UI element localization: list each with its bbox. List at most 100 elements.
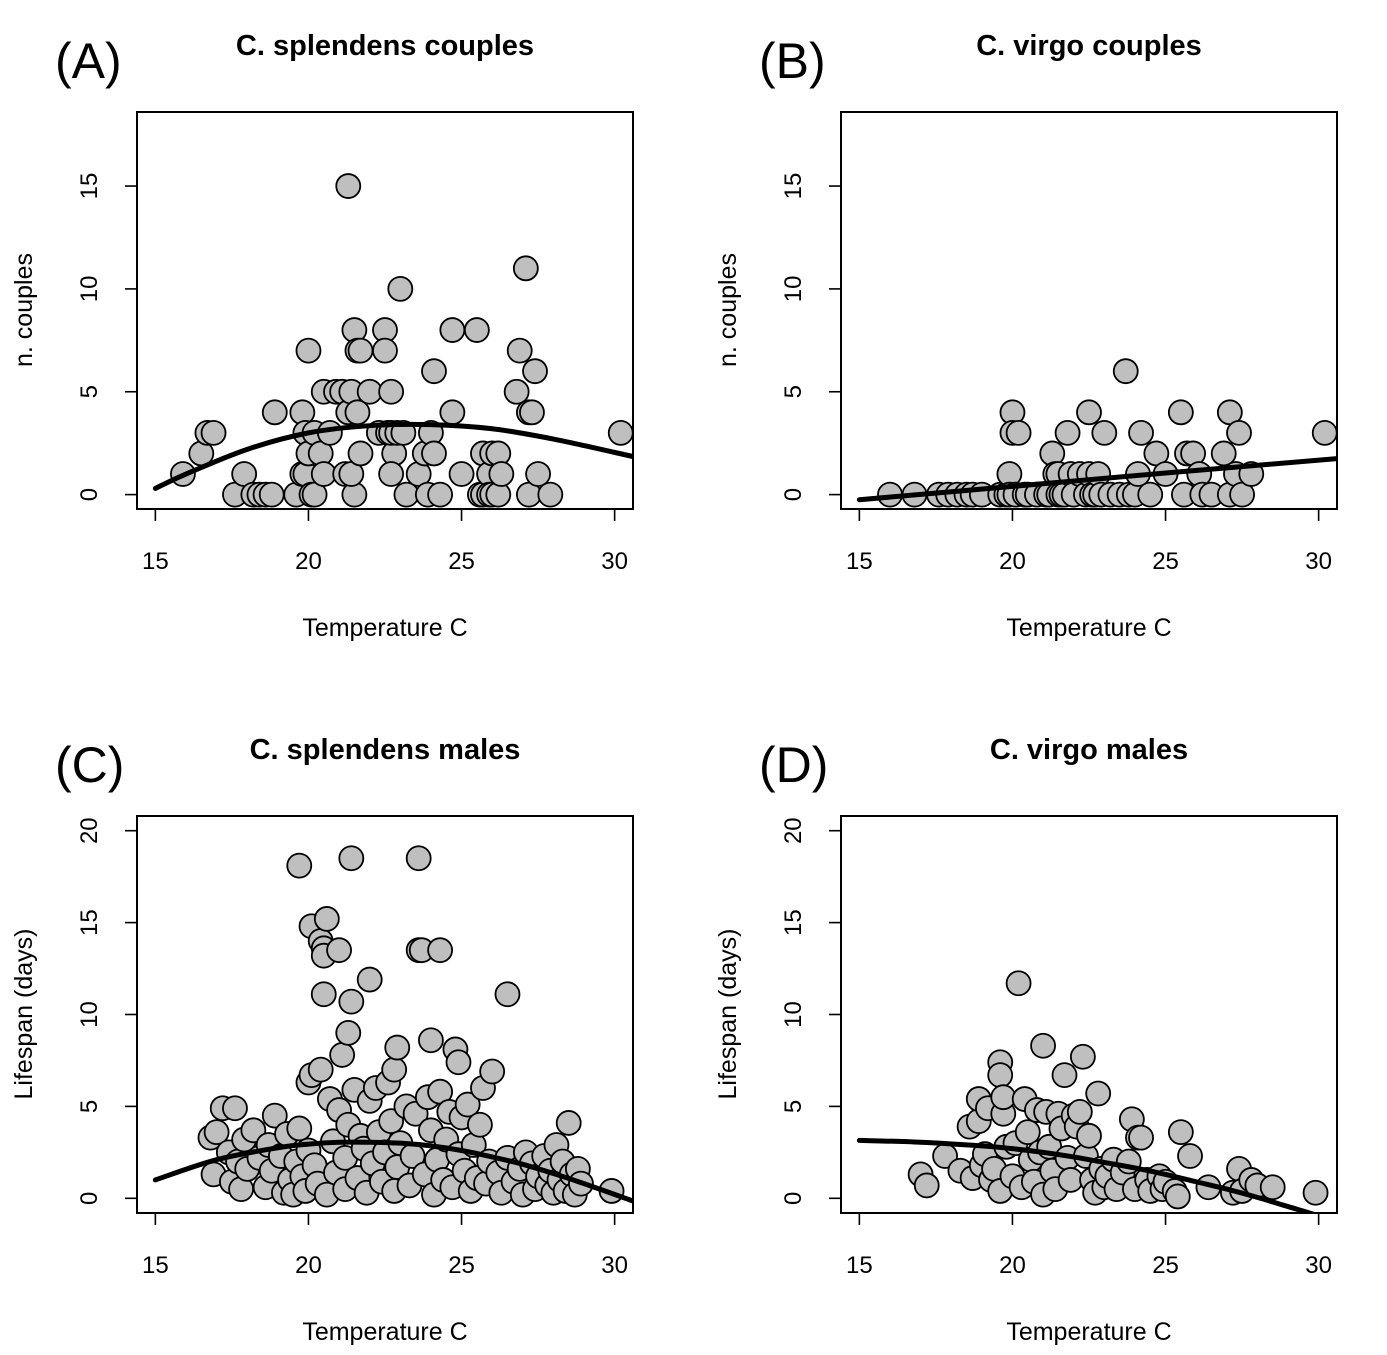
data-point	[1137, 481, 1164, 508]
y-tick-label: 0	[780, 1192, 807, 1205]
panel-a: (A) C. splendens couples Temperature C n…	[10, 30, 634, 642]
data-point	[1076, 399, 1102, 426]
data-point	[555, 1110, 582, 1136]
y-axis-label: Lifespan (days)	[10, 929, 38, 1100]
scatter-points	[877, 358, 1337, 508]
data-point	[506, 337, 533, 364]
data-point	[1005, 419, 1032, 446]
panel-d: (D) C. virgo males Temperature C Lifespa…	[714, 734, 1338, 1346]
x-tick-label: 15	[846, 1252, 873, 1279]
data-point	[1005, 970, 1032, 997]
data-point	[335, 1019, 362, 1046]
data-point	[356, 378, 383, 405]
y-tick-label: 5	[76, 1100, 103, 1113]
plot-frame	[840, 815, 1338, 1214]
fit-line	[152, 421, 633, 491]
data-point	[329, 1042, 356, 1068]
panel-title: C. splendens couples	[236, 30, 534, 62]
data-point	[454, 1091, 481, 1118]
x-tick-label: 20	[999, 1252, 1026, 1279]
x-tick-label: 25	[1152, 548, 1179, 575]
data-point	[494, 981, 521, 1008]
y-tick-label: 10	[76, 1001, 103, 1028]
x-tick-label: 15	[846, 548, 873, 575]
data-point	[421, 440, 447, 467]
data-point	[519, 399, 545, 426]
x-tick-label: 25	[1152, 1252, 1179, 1279]
x-tick-label: 20	[295, 548, 322, 575]
data-point	[1311, 419, 1337, 446]
fit-line	[856, 456, 1337, 503]
x-tick-label: 30	[1305, 1252, 1332, 1279]
fit-line	[856, 1137, 1319, 1213]
panel-c: (C) C. splendens males Temperature C Lif…	[10, 734, 634, 1346]
data-point	[1226, 419, 1252, 446]
data-point	[439, 317, 466, 343]
data-point	[405, 845, 432, 872]
data-point	[261, 1102, 288, 1129]
data-point	[1091, 419, 1118, 446]
y-tick-label: 0	[76, 1192, 103, 1205]
data-point	[1030, 1032, 1056, 1059]
data-point	[387, 276, 414, 302]
data-point	[378, 461, 405, 487]
data-point	[313, 906, 340, 932]
data-point	[356, 966, 383, 993]
plot-area: 15 20 25 30 0 5 10 15 20	[76, 815, 634, 1279]
x-tick-label: 25	[448, 548, 475, 575]
x-axis-label: Temperature C	[1006, 1318, 1171, 1346]
data-point	[503, 378, 530, 405]
data-point	[467, 1111, 493, 1138]
x-tick-label: 15	[142, 548, 169, 575]
data-point	[1057, 1167, 1084, 1193]
data-point	[1259, 1174, 1286, 1201]
data-point	[1085, 1080, 1112, 1107]
data-point	[286, 1115, 313, 1142]
y-tick-label: 15	[780, 173, 807, 200]
y-tick-label: 15	[76, 909, 103, 936]
data-point	[1069, 1043, 1096, 1070]
panel-title: C. splendens males	[250, 734, 521, 766]
data-point	[338, 845, 365, 872]
fit-line	[152, 1139, 633, 1204]
data-point	[1054, 419, 1081, 446]
data-point	[427, 481, 454, 508]
data-point	[1066, 1099, 1093, 1125]
data-point	[439, 399, 466, 426]
data-point	[384, 1034, 411, 1061]
data-point	[200, 419, 227, 446]
y-tick-label: 20	[780, 817, 807, 844]
data-point	[1167, 399, 1194, 426]
x-tick-label: 15	[142, 1252, 169, 1279]
data-point	[335, 173, 362, 199]
panel-b: (B) C. virgo couples Temperature C n. co…	[714, 30, 1338, 642]
data-point	[347, 440, 374, 467]
data-point	[347, 337, 374, 364]
x-tick-label: 25	[448, 1252, 475, 1279]
data-point	[1164, 1183, 1191, 1210]
y-tick-label: 10	[780, 1001, 807, 1028]
plot-area: 15 20 25 30 0 5 10 15	[76, 111, 634, 575]
data-point	[1167, 1119, 1194, 1146]
x-axis-label: Temperature C	[302, 1318, 467, 1346]
data-point	[1051, 1062, 1078, 1089]
y-axis-label: n. couples	[10, 253, 38, 367]
data-point	[421, 358, 447, 385]
y-tick-label: 5	[780, 1100, 807, 1113]
data-point	[222, 1095, 248, 1122]
panel-title: C. virgo couples	[976, 30, 1202, 62]
data-point	[1014, 1119, 1041, 1146]
data-point	[310, 461, 337, 487]
panel-label: (B)	[759, 33, 826, 89]
data-point	[607, 419, 633, 446]
data-point	[987, 1062, 1014, 1089]
plot-frame	[136, 815, 634, 1214]
data-point	[537, 481, 564, 508]
x-tick-label: 30	[601, 548, 628, 575]
data-point	[525, 461, 551, 487]
data-point	[990, 1084, 1017, 1111]
data-point	[418, 1027, 444, 1054]
panel-title: C. virgo males	[990, 734, 1188, 766]
x-tick-label: 20	[999, 548, 1026, 575]
